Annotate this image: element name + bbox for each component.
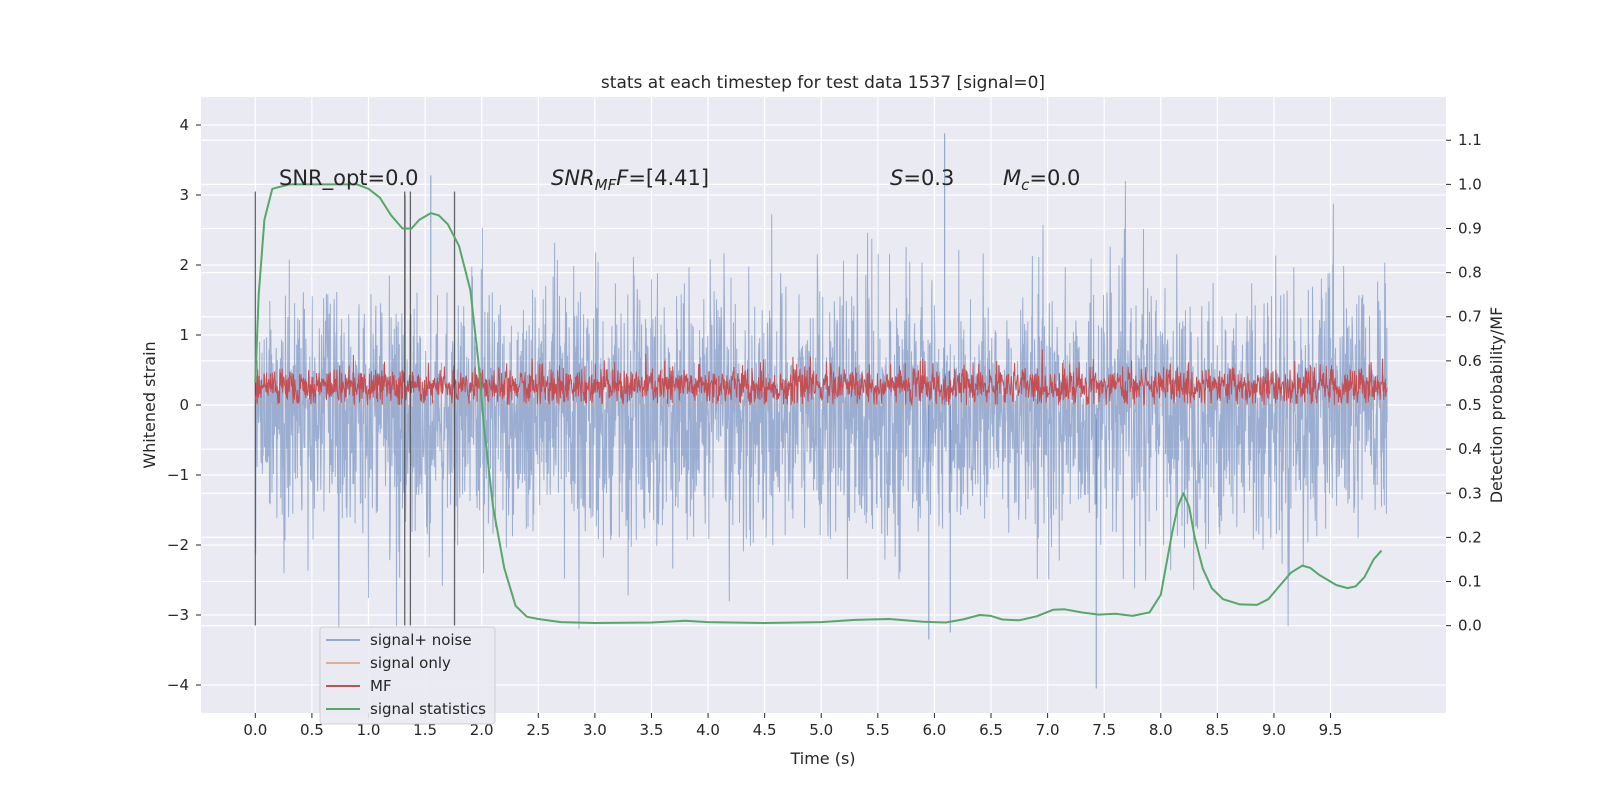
y2-tick-label: 0.0 — [1458, 617, 1482, 635]
annotation-mc: Mc=0.0 — [1003, 166, 1080, 194]
vertical-lines — [254, 191, 456, 626]
x-tick-label: 3.0 — [583, 721, 607, 739]
mc-sub: c — [1021, 176, 1030, 194]
tick-labels: 0.0 0.5 1.0 1.5 2.0 2.5 3.0 3.5 4.0 4.5 5.0 5.5 6.0 6… — [167, 116, 1482, 739]
x-tick-label: 4.0 — [696, 721, 720, 739]
y2-tick-label: 0.4 — [1458, 440, 1482, 458]
y2-tick-label: 0.3 — [1458, 484, 1482, 502]
snr-mf-f: F — [616, 166, 629, 190]
y2-tick-label: 0.5 — [1458, 396, 1482, 414]
snr-mf-value: =[4.41] — [628, 166, 709, 190]
mc-label: M — [1003, 166, 1021, 190]
y2-tick-label: 0.6 — [1458, 352, 1482, 370]
x-tick-label: 9.0 — [1262, 721, 1286, 739]
x-tick-label: 7.5 — [1092, 721, 1116, 739]
y2-tick-label: 0.1 — [1458, 573, 1482, 591]
x-tick-label: 8.5 — [1205, 721, 1229, 739]
x-tick-label: 2.5 — [526, 721, 550, 739]
legend-label-signal-noise: signal+ noise — [370, 631, 472, 649]
x-tick-label: 2.0 — [470, 721, 494, 739]
y-axis-label: Whitened strain — [140, 341, 159, 468]
y2-axis-label: Detection probability/MF — [1487, 307, 1506, 504]
annotation-s: S=0.3 — [890, 166, 954, 190]
legend-label-mf: MF — [370, 677, 392, 695]
annotation-snr-opt: SNR_opt=0.0 — [279, 166, 419, 191]
x-axis-label: Time (s) — [789, 749, 855, 768]
x-tick-label: 0.5 — [300, 721, 324, 739]
legend-box — [319, 626, 496, 725]
chart-title: stats at each timestep for test data 153… — [601, 73, 1045, 93]
y2-tick-label: 0.9 — [1458, 219, 1482, 237]
x-tick-label: 7.0 — [1036, 721, 1060, 739]
x-tick-label: 1.5 — [413, 721, 437, 739]
legend-label-signal-only: signal only — [370, 654, 451, 672]
mc-value: =0.0 — [1029, 166, 1080, 190]
x-tick-label: 1.0 — [357, 721, 381, 739]
y-tick-label: −2 — [167, 536, 189, 554]
signal-statistics-series — [254, 183, 1383, 624]
x-tick-label: 5.0 — [809, 721, 833, 739]
x-tick-label: 9.5 — [1319, 721, 1343, 739]
mf-line — [254, 348, 1388, 407]
y2-tick-label: 0.8 — [1458, 264, 1482, 282]
y2-tick-label: 0.2 — [1458, 528, 1482, 546]
s-label: S — [890, 166, 903, 190]
y-tick-label: −1 — [167, 466, 189, 484]
y-tick-label: 1 — [179, 326, 189, 344]
mf-series — [254, 348, 1388, 407]
legend: signal+ noise signal only MF signal stat… — [319, 626, 496, 725]
annotation-snr-mf: SNRMFF=[4.41] — [551, 166, 709, 194]
signal-noise-line — [254, 180, 1388, 630]
legend-label-signal-statistics: signal statistics — [370, 700, 486, 718]
y2-tick-label: 0.7 — [1458, 308, 1482, 326]
x-tick-label: 6.5 — [979, 721, 1003, 739]
x-tick-label: 3.5 — [640, 721, 664, 739]
snr-mf-sub: MF — [595, 176, 617, 194]
s-value: =0.3 — [903, 166, 954, 190]
x-tick-label: 4.5 — [753, 721, 777, 739]
y-tick-label: 4 — [179, 116, 189, 134]
signal-statistics-line — [254, 183, 1383, 624]
x-tick-label: 8.0 — [1149, 721, 1173, 739]
y-tick-label: −3 — [167, 606, 189, 624]
y2-tick-label: 1.1 — [1458, 131, 1482, 149]
y2-tick-label: 1.0 — [1458, 175, 1482, 193]
y-tick-label: 0 — [179, 396, 189, 414]
x-tick-label: 0.0 — [243, 721, 267, 739]
y-tick-label: −4 — [167, 676, 189, 694]
snr-mf-prefix: SNR — [551, 166, 595, 190]
x-tick-label: 5.5 — [866, 721, 890, 739]
y-tick-label: 3 — [179, 186, 189, 204]
x-tick-label: 6.0 — [922, 721, 946, 739]
y-tick-label: 2 — [179, 256, 189, 274]
